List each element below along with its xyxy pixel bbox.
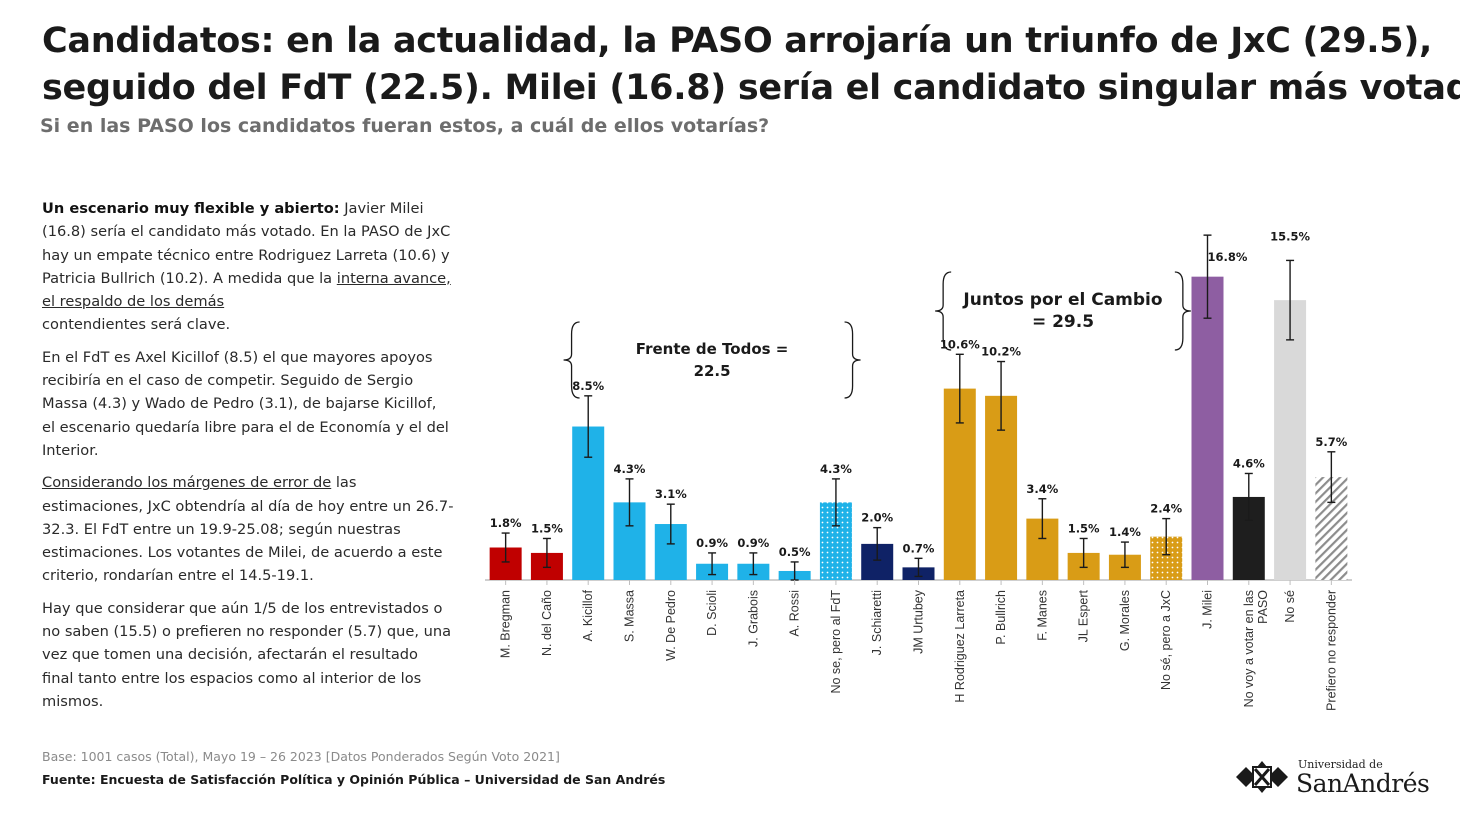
group-label-1-line-2: = 29.5 [1032,312,1094,332]
data-label-13: 3.4% [1026,482,1058,496]
group-brace-right-1 [1174,271,1191,351]
title-line-1: Candidatos: en la actualidad, la PASO ar… [42,21,1433,61]
category-label-16: No sé, pero a JxC [1159,590,1173,690]
category-label-12: P. Bullrich [994,590,1008,645]
data-label-11: 10.6% [940,337,980,351]
commentary-underlined: interna avance, el respaldo de los demás [42,269,451,311]
category-label-19: No sé [1283,590,1297,623]
group-brace-right-0 [844,321,861,399]
group-brace-left-1 [935,271,952,351]
category-label-11: H Rodriguez Larreta [953,590,967,703]
commentary-text: contendientes será clave. [42,316,231,334]
data-label-0: 1.8% [490,516,522,530]
chart-question: Si en las PASO los candidatos fueran est… [40,115,770,137]
data-label-15: 1.4% [1109,525,1141,539]
bar-17 [1191,276,1224,580]
base-note: Base: 1001 casos (Total), Mayo 19 – 26 2… [42,749,560,764]
category-label-3: S. Massa [623,590,637,642]
commentary: Un escenario muy flexible y abierto: Jav… [42,197,454,722]
university-crest-icon [1236,761,1288,793]
category-label-1: N. del Caño [540,590,554,656]
commentary-text: Javier Milei (16.8) sería el candidato m… [42,200,451,287]
commentary-paragraph-2: En el FdT es Axel Kicillof (8.5) el que … [42,348,449,459]
commentary-lead: Un escenario muy flexible y abierto: [42,200,340,217]
category-label-17: J. Milei [1201,590,1215,629]
commentary-paragraph-4: Hay que considerar que aún 1/5 de los en… [42,599,452,710]
category-label-13: F. Manes [1035,590,1049,641]
data-label-19: 15.5% [1270,229,1310,243]
category-label-10: JM Urtubey [912,589,926,654]
category-label-4: W. De Pedro [664,590,678,661]
group-label-1-line-1: Juntos por el Cambio [962,290,1162,310]
data-label-8: 4.3% [820,462,852,476]
category-label-2: A. Kicillof [581,589,595,641]
commentary-underlined: Considerando los márgenes de error de [42,474,332,492]
logo-line-1: Universidad de [1298,758,1383,771]
data-label-9: 2.0% [861,511,893,525]
category-label-18-b: PASO [1256,590,1270,624]
data-label-14: 1.5% [1068,521,1100,535]
category-label-15: G. Morales [1118,590,1132,651]
data-label-16: 2.4% [1150,502,1182,516]
logo-line-2: SanAndrés [1296,769,1430,798]
category-label-9: J. Schiaretti [870,590,884,655]
category-label-20: Prefiero no responder [1324,590,1338,711]
bar-19 [1274,300,1307,580]
data-label-12: 10.2% [981,345,1021,359]
title-line-2: seguido del FdT (22.5). Milei (16.8) ser… [42,68,1460,108]
data-label-10: 0.7% [903,541,935,555]
category-label-6: J. Grabois [746,590,760,647]
commentary-text: las estimaciones, JxC obtendría al día d… [42,474,454,585]
data-label-20: 5.7% [1315,435,1347,449]
page-title: Candidatos: en la actualidad, la PASO ar… [42,18,1460,112]
university-logo: Universidad de SanAndrés [1232,755,1442,805]
data-label-2: 8.5% [572,379,604,393]
data-label-7: 0.5% [779,545,811,559]
data-label-17: 16.8% [1208,250,1248,264]
data-label-5: 0.9% [696,536,728,550]
commentary-paragraph-1: Un escenario muy flexible y abierto: Jav… [42,197,454,337]
category-label-18: No voy a votar en las [1242,590,1256,707]
category-label-7: A. Rossi [788,590,802,637]
data-label-3: 4.3% [614,462,646,476]
data-label-6: 0.9% [737,536,769,550]
category-label-14: JL Espert [1077,589,1091,642]
category-label-0: M. Bregman [499,590,513,658]
source-note: Fuente: Encuesta de Satisfacción Polític… [42,772,666,787]
data-label-1: 1.5% [531,521,563,535]
group-label-0-line-1: Frente de Todos = [636,340,789,358]
data-label-18: 4.6% [1233,456,1265,470]
data-label-4: 3.1% [655,487,687,501]
commentary-paragraph-3: Considerando los márgenes de error de la… [42,471,454,587]
category-label-8: No se, pero al FdT [829,590,843,694]
category-label-5: D. Scioli [705,590,719,636]
group-label-0-line-2: 22.5 [694,362,731,380]
